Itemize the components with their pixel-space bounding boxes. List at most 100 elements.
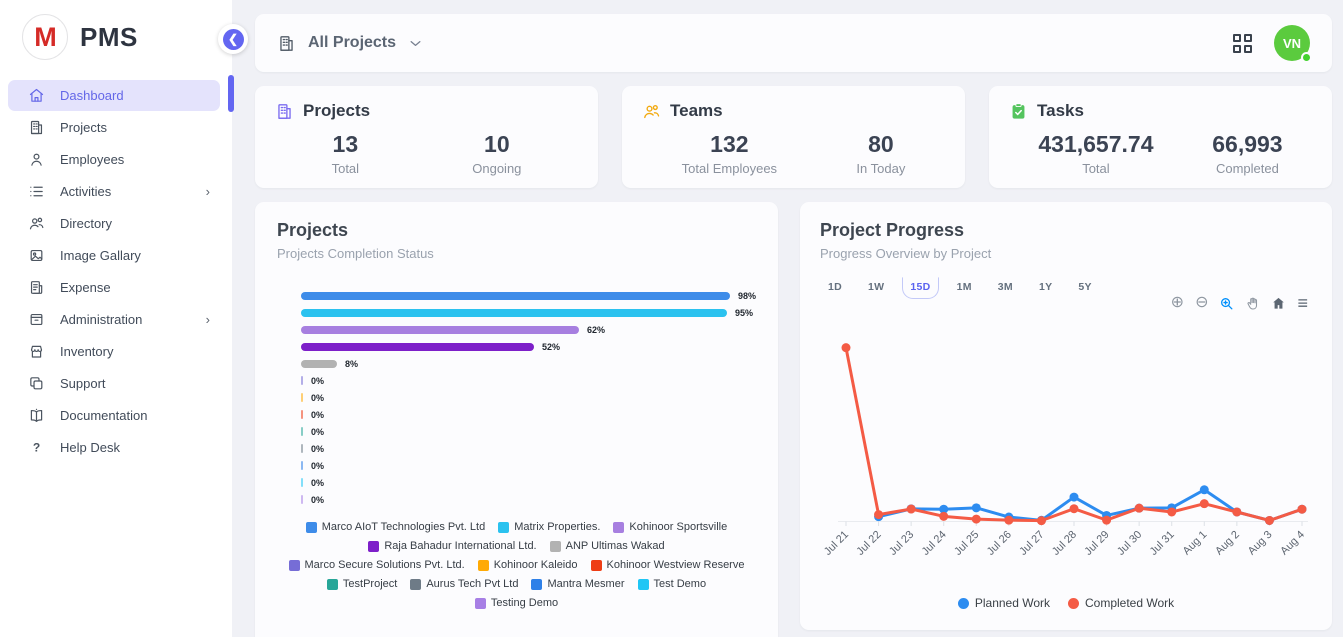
image-icon bbox=[28, 247, 45, 264]
x-axis-label: Jul 28 bbox=[1050, 529, 1079, 558]
chevron-down-icon bbox=[408, 36, 423, 51]
avatar-initials: VN bbox=[1282, 35, 1302, 51]
legend-label: Mantra Mesmer bbox=[547, 578, 625, 590]
legend-item-matrix-properties[interactable]: Matrix Properties. bbox=[498, 521, 600, 533]
data-point[interactable] bbox=[1069, 504, 1079, 514]
people-icon bbox=[642, 102, 661, 121]
project-filter-label: All Projects bbox=[308, 34, 397, 51]
legend-label: Kohinoor Sportsville bbox=[629, 521, 728, 533]
zoom-in-icon[interactable]: ⊕ bbox=[1170, 294, 1185, 311]
data-point[interactable] bbox=[1102, 515, 1112, 525]
data-point[interactable] bbox=[1297, 504, 1307, 514]
selection-zoom-icon[interactable] bbox=[1219, 296, 1234, 311]
data-point[interactable] bbox=[1264, 515, 1274, 525]
range-button-1y[interactable]: 1Y bbox=[1038, 281, 1053, 293]
data-point[interactable] bbox=[1036, 516, 1046, 526]
menu-icon[interactable]: ≡ bbox=[1297, 293, 1308, 313]
bar-chart-title: Projects bbox=[277, 220, 349, 240]
legend-item-planned-work[interactable]: Planned Work bbox=[957, 596, 1050, 610]
metric-label: Total Employees bbox=[681, 161, 778, 176]
data-point[interactable] bbox=[1134, 503, 1144, 513]
logo-mark-icon: M bbox=[22, 14, 68, 60]
sidebar-item-support[interactable]: Support bbox=[8, 368, 220, 399]
data-point[interactable] bbox=[939, 511, 949, 521]
chevron-right-icon: › bbox=[205, 312, 210, 327]
legend-item-marco-aiot-technologies-pvt-ltd[interactable]: Marco AIoT Technologies Pvt. Ltd bbox=[305, 521, 485, 533]
legend-item-anp-ultimas-wakad[interactable]: ANP Ultimas Wakad bbox=[549, 540, 665, 552]
bar-row-marco-aiot-technologies-pvt-ltd: 98% bbox=[301, 287, 756, 304]
sidebar-item-activities[interactable]: Activities › bbox=[8, 176, 220, 207]
data-point[interactable] bbox=[1199, 485, 1209, 495]
legend-item-testproject[interactable]: TestProject bbox=[326, 578, 398, 590]
sidebar-item-help-desk[interactable]: ? Help Desk bbox=[8, 432, 220, 463]
bar bbox=[301, 291, 730, 300]
legend-item-testing-demo[interactable]: Testing Demo bbox=[474, 597, 558, 609]
bar-value-label: 62% bbox=[587, 324, 606, 335]
legend-item-kohinoor-kaleido[interactable]: Kohinoor Kaleido bbox=[477, 559, 578, 571]
sidebar-item-dashboard[interactable]: Dashboard bbox=[8, 80, 220, 111]
copy-icon bbox=[28, 375, 45, 392]
legend-item-raja-bahadur-international-ltd[interactable]: Raja Bahadur International Ltd. bbox=[368, 540, 537, 552]
pan-icon[interactable] bbox=[1245, 296, 1260, 311]
x-axis-label: Jul 21 bbox=[822, 529, 851, 558]
legend-swatch bbox=[305, 521, 317, 533]
data-point[interactable] bbox=[1004, 515, 1014, 525]
sidebar-item-directory[interactable]: Directory bbox=[8, 208, 220, 239]
legend-label: TestProject bbox=[342, 578, 398, 590]
legend-item-marco-secure-solutions-pvt-ltd[interactable]: Marco Secure Solutions Pvt. Ltd. bbox=[288, 559, 465, 571]
bar-value-label: 8% bbox=[345, 358, 359, 369]
data-point[interactable] bbox=[1232, 507, 1242, 517]
legend-item-kohinoor-westview-reserve[interactable]: Kohinoor Westview Reserve bbox=[590, 559, 745, 571]
home-icon[interactable] bbox=[1271, 296, 1286, 311]
legend-item-kohinoor-sportsville[interactable]: Kohinoor Sportsville bbox=[613, 521, 727, 533]
legend-label: Aurus Tech Pvt Ltd bbox=[426, 578, 519, 590]
data-point[interactable] bbox=[841, 343, 851, 353]
data-point[interactable] bbox=[1199, 499, 1209, 509]
bar-value-label: 0% bbox=[311, 494, 325, 505]
sidebar-item-projects[interactable]: Projects bbox=[8, 112, 220, 143]
legend-label: Kohinoor Westview Reserve bbox=[606, 559, 745, 571]
project-filter-dropdown[interactable]: All Projects bbox=[277, 34, 423, 53]
legend-item-test-demo[interactable]: Test Demo bbox=[637, 578, 706, 590]
metric-label: Total bbox=[1082, 161, 1110, 176]
legend-item-mantra-mesmer[interactable]: Mantra Mesmer bbox=[531, 578, 625, 590]
legend-label: Matrix Properties. bbox=[514, 521, 601, 533]
data-point[interactable] bbox=[874, 510, 884, 520]
legend-label: Marco Secure Solutions Pvt. Ltd. bbox=[304, 559, 465, 571]
user-avatar[interactable]: VN bbox=[1274, 25, 1312, 63]
sidebar-item-label: Employees bbox=[60, 152, 125, 167]
data-point[interactable] bbox=[906, 504, 916, 514]
sidebar-item-employees[interactable]: Employees bbox=[8, 144, 220, 175]
legend-swatch bbox=[531, 578, 543, 590]
data-point[interactable] bbox=[939, 504, 949, 514]
list-icon bbox=[28, 183, 45, 200]
sidebar-item-documentation[interactable]: Documentation bbox=[8, 400, 220, 431]
apps-grid-icon[interactable] bbox=[1233, 33, 1252, 53]
sidebar-item-image-gallary[interactable]: Image Gallary bbox=[8, 240, 220, 271]
legend-swatch bbox=[326, 578, 338, 590]
sidebar-item-administration[interactable]: Administration › bbox=[8, 304, 220, 335]
data-point[interactable] bbox=[1069, 492, 1079, 502]
range-button-15d[interactable]: 15D bbox=[902, 277, 939, 299]
data-point[interactable] bbox=[971, 514, 981, 524]
sidebar-item-label: Support bbox=[60, 376, 106, 391]
sidebar-item-expense[interactable]: Expense bbox=[8, 272, 220, 303]
zoom-out-icon[interactable]: ⊖ bbox=[1195, 294, 1209, 311]
x-axis-label: Jul 31 bbox=[1148, 529, 1177, 558]
metric-label: In Today bbox=[856, 161, 906, 176]
range-button-5y[interactable]: 5Y bbox=[1078, 281, 1092, 293]
sidebar: M PMS Dashboard Projects Employees Activiti… bbox=[0, 0, 248, 637]
building-icon bbox=[277, 34, 296, 53]
legend-item-completed-work[interactable]: Completed Work bbox=[1068, 596, 1174, 610]
sidebar-item-label: Dashboard bbox=[60, 88, 124, 103]
sidebar-collapse-button[interactable]: ❮ bbox=[218, 24, 248, 54]
sidebar-item-inventory[interactable]: Inventory bbox=[8, 336, 220, 367]
data-point[interactable] bbox=[1167, 507, 1177, 517]
range-button-1d[interactable]: 1D bbox=[828, 281, 843, 293]
range-button-3m[interactable]: 3M bbox=[997, 281, 1013, 293]
data-point[interactable] bbox=[971, 503, 981, 513]
range-button-1m[interactable]: 1M bbox=[956, 281, 972, 293]
range-button-1w[interactable]: 1W bbox=[868, 281, 885, 293]
legend-item-aurus-tech-pvt-ltd[interactable]: Aurus Tech Pvt Ltd bbox=[410, 578, 518, 590]
bar-row-aurus-tech-pvt-ltd: 0% bbox=[301, 440, 756, 457]
